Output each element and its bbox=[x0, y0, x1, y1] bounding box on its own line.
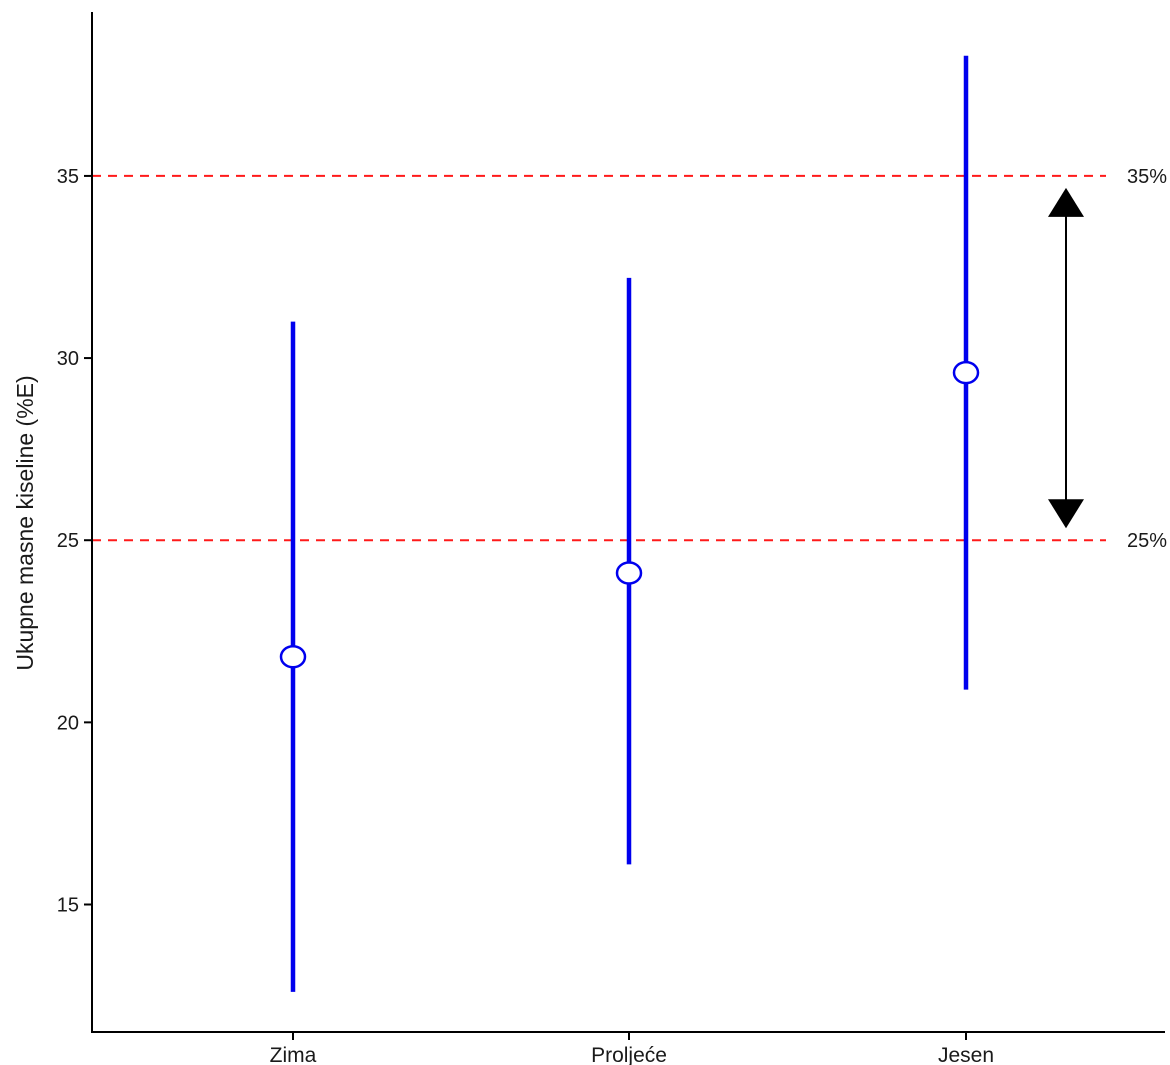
y-tick-label-15: 15 bbox=[57, 895, 79, 917]
x-tick-label-cat1: Zima bbox=[270, 1044, 317, 1065]
reference-label-35: 35% bbox=[1127, 166, 1167, 188]
y-axis-label: Ukupne masne kiseline (%E) bbox=[12, 375, 38, 670]
y-tick-label-30: 30 bbox=[57, 348, 79, 370]
error-bars bbox=[279, 55, 980, 992]
range-arrow bbox=[1048, 187, 1084, 529]
mean-point-cat3 bbox=[952, 360, 980, 385]
y-tick-label-35: 35 bbox=[57, 166, 79, 188]
y-tick-label-20: 20 bbox=[57, 712, 79, 734]
mean-point-cat1 bbox=[279, 645, 307, 669]
x-tick-label-cat2: Proljeće bbox=[591, 1044, 667, 1065]
range-arrow-head-up bbox=[1048, 187, 1084, 217]
range-arrow-head-down bbox=[1048, 499, 1084, 529]
reference-lines: 35% 25% bbox=[92, 166, 1167, 552]
axes: 15 20 25 30 35 Zima Proljeće Jesen bbox=[57, 12, 1165, 1065]
reference-label-25: 25% bbox=[1127, 530, 1167, 552]
x-tick-label-cat3: Jesen bbox=[938, 1044, 994, 1065]
mean-point-cat2 bbox=[615, 561, 643, 585]
y-tick-label-25: 25 bbox=[57, 530, 79, 552]
